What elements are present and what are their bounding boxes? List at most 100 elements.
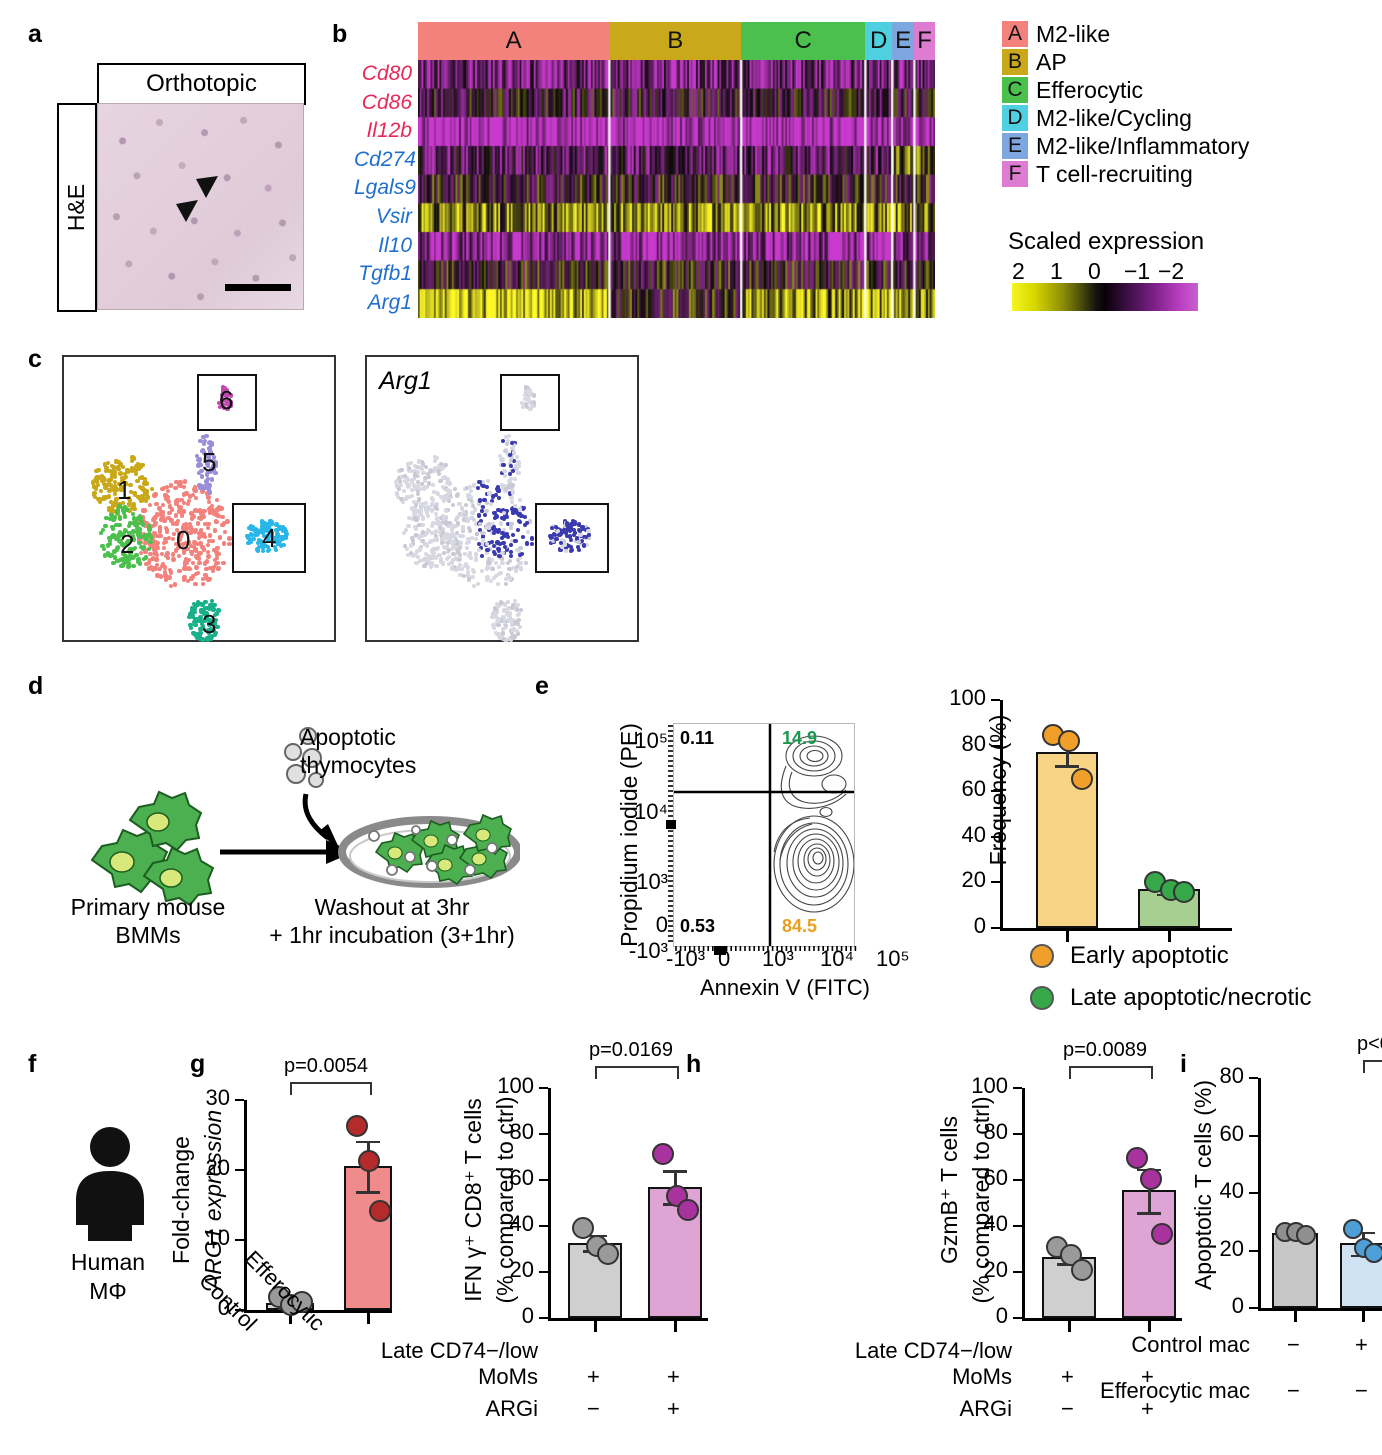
flow-y-tick: 10⁵: [634, 728, 668, 753]
heatmap-gene-label: Tgfb1: [358, 262, 412, 286]
umap-expression-point: [456, 551, 461, 556]
umap-point: [183, 528, 189, 533]
umap-point: [153, 566, 159, 572]
umap-expression-point: [523, 385, 528, 390]
umap-point: [208, 565, 213, 571]
umap-point: [217, 535, 223, 540]
umap-point: [272, 536, 277, 541]
umap-point: [193, 548, 199, 554]
umap-point: [152, 493, 157, 498]
gzmb-y-axis-label-2: (% compared to ctrl): [968, 1096, 994, 1304]
umap-point: [112, 479, 117, 485]
flow-x-tick: 10⁵: [876, 946, 910, 971]
umap-expression-point: [399, 467, 404, 473]
umap-point: [121, 508, 126, 513]
panel-letter-g: g: [190, 1050, 206, 1078]
umap-expression-point: [496, 527, 501, 532]
umap-point: [213, 463, 218, 469]
condition-row-label: Efferocytic mac: [1100, 1378, 1250, 1403]
flow-y-tick: 10³: [636, 869, 668, 894]
umap-point: [269, 530, 275, 536]
umap-point: [142, 533, 147, 539]
umap-expression-point: [447, 492, 452, 498]
umap-expression-point: [558, 547, 563, 552]
umap-expression-point: [558, 540, 563, 545]
umap-point: [141, 481, 146, 486]
y-tick: [539, 1179, 548, 1181]
umap-point: [214, 549, 219, 555]
umap-expression-point: [407, 465, 412, 471]
umap-point: [219, 392, 225, 397]
umap-point: [188, 531, 193, 536]
umap-expression-point: [436, 468, 441, 473]
data-point: [1057, 730, 1080, 753]
umap-point: [206, 506, 212, 512]
umap-expression-point: [455, 493, 460, 498]
umap-expression-point: [493, 560, 499, 565]
umap-point: [274, 528, 279, 534]
umap-expression-point: [518, 566, 523, 571]
umap-point: [215, 555, 220, 561]
umap-point: [149, 534, 154, 540]
umap-point: [158, 529, 163, 534]
umap-expression-point: [569, 547, 574, 553]
umap-expression-point: [440, 514, 446, 519]
umap-point: [178, 537, 183, 543]
umap-point: [255, 547, 260, 552]
y-tick-label: 40: [961, 821, 986, 847]
umap-point: [211, 604, 216, 610]
umap-point: [133, 468, 138, 473]
umap-expression-point: [487, 540, 492, 546]
umap-point: [182, 550, 187, 555]
umap-expression-point: [417, 487, 422, 492]
umap-point: [92, 490, 97, 496]
umap-point: [122, 543, 127, 548]
umap-expression-point: [521, 506, 526, 511]
umap-point: [168, 583, 174, 589]
panel-letter-f: f: [28, 1050, 37, 1078]
x-axis: [1258, 1308, 1382, 1311]
condition-label-line1: ARGi: [959, 1396, 1012, 1421]
y-tick: [539, 1271, 548, 1273]
error-cap: [1055, 765, 1079, 768]
umap-point: [101, 496, 106, 502]
umap-point: [197, 531, 202, 536]
umap-point: [143, 547, 149, 553]
umap-expression-point: [414, 517, 419, 522]
umap-point: [205, 457, 210, 463]
scale-bar-icon: [225, 284, 291, 291]
umap-point: [202, 534, 208, 540]
umap-point: [212, 528, 218, 533]
umap-point: [135, 479, 140, 484]
umap-expression-point: [528, 401, 533, 406]
umap-expression-point: [501, 516, 507, 521]
umap-expression-point: [488, 501, 493, 507]
umap-point: [159, 551, 165, 557]
umap-expression-point: [419, 481, 424, 486]
umap-expression-point: [411, 553, 416, 558]
umap-cluster-plot: 0 1 2 3 4 5 6: [62, 355, 336, 643]
umap-expression-point: [468, 515, 473, 520]
umap-expression-point: [507, 559, 513, 564]
umap-expression-point: [433, 511, 438, 517]
umap-expression-point: [509, 538, 515, 543]
umap-expression-point: [500, 485, 506, 490]
umap-point: [209, 634, 215, 639]
umap-expression-point: [485, 501, 490, 506]
umap-expression-point: [481, 505, 486, 510]
umap-point: [138, 464, 143, 470]
umap-expression-point: [576, 539, 581, 544]
umap-expression-point: [515, 557, 520, 562]
umap-point: [204, 491, 209, 496]
umap-expression-point: [586, 528, 591, 533]
umap-point: [188, 543, 193, 549]
legend-label-C: Efferocytic: [1036, 76, 1143, 103]
umap-point: [171, 531, 177, 537]
umap-expression-point: [495, 540, 500, 545]
umap-point: [109, 505, 115, 511]
umap-expression-point: [493, 614, 499, 619]
y-tick-label: 20: [1219, 1235, 1244, 1261]
heatmap-gene-label: Cd80: [361, 62, 412, 85]
umap-expression-point: [447, 481, 452, 486]
x-tick: [367, 1313, 370, 1324]
